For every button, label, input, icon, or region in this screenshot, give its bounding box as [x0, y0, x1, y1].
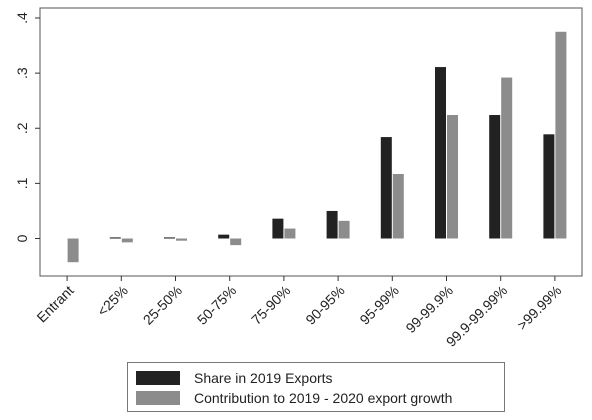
bar — [501, 77, 513, 239]
x-tick-label: 75-90% — [248, 282, 293, 327]
y-tick-label: .2 — [14, 122, 30, 134]
x-tick-label: 90-95% — [302, 282, 347, 327]
bar — [555, 31, 567, 239]
bar — [109, 237, 121, 239]
x-tick-label: <25% — [94, 282, 131, 319]
bar — [435, 67, 446, 239]
bar — [380, 137, 392, 239]
bar — [164, 237, 175, 239]
bar — [489, 115, 501, 239]
bar — [338, 220, 350, 239]
bar — [326, 210, 338, 239]
x-tick-label: 50-75% — [194, 282, 239, 327]
bar — [392, 174, 404, 239]
plot-area — [39, 7, 583, 277]
bar — [447, 115, 458, 239]
x-tick-label: 99-99.9% — [402, 282, 456, 336]
x-tick-label: Entrant — [33, 282, 76, 325]
x-tick-label: 25-50% — [140, 282, 185, 327]
bar — [176, 238, 187, 241]
bar — [543, 134, 555, 239]
bar — [121, 238, 133, 243]
legend-item-share: Share in 2019 Exports — [136, 369, 333, 387]
bar — [218, 234, 230, 239]
y-tick-label: .1 — [14, 177, 30, 189]
bar — [67, 238, 79, 263]
legend-label-share: Share in 2019 Exports — [194, 370, 333, 386]
legend-item-contribution: Contribution to 2019 - 2020 export growt… — [136, 389, 452, 407]
legend-swatch-share — [136, 371, 180, 385]
bar — [230, 238, 242, 246]
y-tick-label: .4 — [14, 12, 30, 24]
legend: Share in 2019 Exports Contribution to 20… — [127, 362, 505, 412]
x-tick-label: >99.99% — [514, 282, 565, 333]
legend-label-contribution: Contribution to 2019 - 2020 export growt… — [194, 390, 453, 406]
y-tick-label: 0 — [14, 234, 30, 242]
y-tick-label: .3 — [14, 67, 30, 79]
x-tick-label: 95-99% — [356, 282, 401, 327]
bar — [272, 218, 284, 239]
bar — [284, 228, 296, 239]
legend-swatch-contribution — [136, 391, 180, 405]
